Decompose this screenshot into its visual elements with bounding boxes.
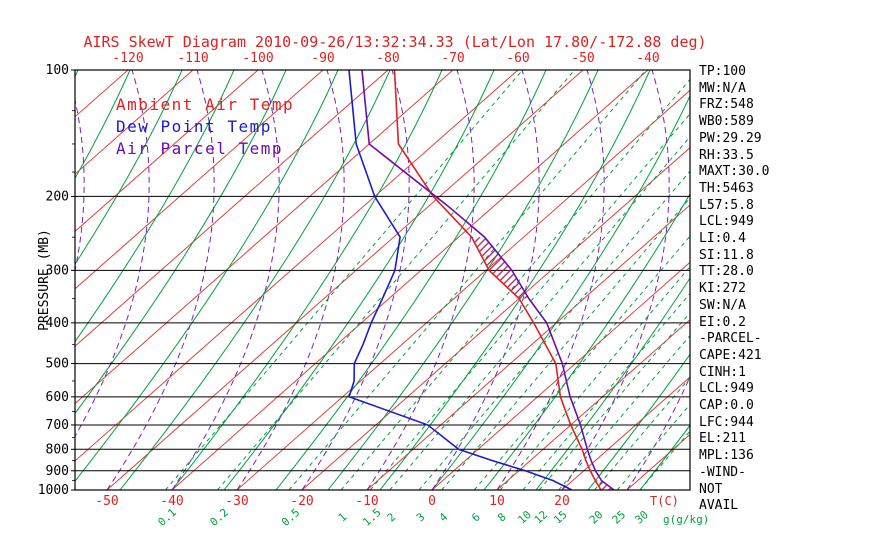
svg-text:3: 3 [414, 510, 428, 524]
svg-text:400: 400 [46, 316, 69, 331]
stats-line: LI:0.4 [699, 231, 746, 247]
svg-text:15: 15 [551, 508, 570, 527]
svg-text:2: 2 [385, 510, 399, 524]
svg-text:0.5: 0.5 [279, 506, 302, 529]
svg-text:600: 600 [46, 390, 69, 405]
svg-text:500: 500 [46, 357, 69, 372]
ambient-temp-curve [393, 70, 602, 490]
svg-text:900: 900 [46, 464, 69, 479]
svg-text:10: 10 [489, 494, 505, 509]
svg-text:20: 20 [554, 494, 570, 509]
stats-line: SI:11.8 [699, 247, 754, 263]
stats-line: L57:5.8 [699, 197, 754, 213]
stats-line: LCL:949 [699, 381, 754, 397]
pressure-tick-labels: 100 200 300 400 500 600 700 800 900 1000 [38, 63, 75, 498]
dew-point-curve [348, 70, 573, 490]
svg-text:30: 30 [632, 508, 651, 527]
top-temp-labels: -120 -110 -100 -90 -80 -70 -60 -50 -40 [112, 51, 659, 66]
mixing-ratio-lines [165, 70, 690, 490]
stats-line: MW:N/A [699, 80, 746, 96]
stats-line: TH:5463 [699, 180, 754, 196]
stats-line: WB0:589 [699, 114, 754, 130]
stats-line: EI:0.2 [699, 314, 746, 330]
stats-line: PW:29.29 [699, 130, 762, 146]
stats-line: TP:100 [699, 64, 746, 79]
svg-text:8: 8 [495, 510, 509, 524]
stats-line: KI:272 [699, 281, 746, 297]
svg-text:20: 20 [587, 508, 606, 527]
stats-line: CAP:0.0 [699, 398, 754, 414]
stats-line: CAPE:421 [699, 347, 762, 363]
svg-text:0.1: 0.1 [155, 506, 178, 529]
legend: Ambient Air Temp Dew Point Temp Air Parcel… [116, 95, 294, 158]
svg-text:4: 4 [437, 510, 451, 524]
chart-title: AIRS SkewT Diagram 2010-09-26/13:32:34.3… [83, 33, 707, 51]
stats-line: MAXT:30.0 [699, 164, 770, 180]
stats-line: CINH:1 [699, 364, 746, 380]
svg-text:-50: -50 [95, 494, 118, 509]
svg-text:-30: -30 [225, 494, 248, 509]
svg-text:1: 1 [336, 510, 350, 524]
svg-text:-50: -50 [571, 51, 594, 66]
stats-line: LCL:949 [699, 214, 754, 230]
svg-text:0.2: 0.2 [207, 506, 230, 529]
svg-text:6: 6 [469, 510, 483, 524]
stats-line: NOT [699, 481, 723, 497]
bottom-temp-labels: -50 -40 -30 -20 -10 0 10 20 [95, 494, 570, 509]
stats-panel: TP:100 MW:N/A FRZ:548 WB0:589 PW:29.29 RH:33.… [699, 64, 769, 515]
plot-background [75, 70, 690, 490]
stats-line: FRZ:548 [699, 97, 754, 113]
svg-text:-100: -100 [242, 51, 273, 66]
plot-frame [74, 69, 691, 491]
svg-text:0: 0 [428, 494, 436, 509]
stats-line: AVAIL [699, 498, 739, 514]
temp-unit-label: T(C) [650, 494, 679, 508]
legend-item-parcel: Air Parcel Temp [116, 139, 283, 158]
svg-text:-110: -110 [177, 51, 208, 66]
svg-text:-70: -70 [441, 51, 464, 66]
svg-text:1000: 1000 [38, 483, 69, 498]
svg-text:-90: -90 [311, 51, 334, 66]
parcel-temp-curve [361, 70, 615, 490]
stats-line: TT:28.0 [699, 264, 754, 280]
stats-line: EL:211 [699, 431, 746, 447]
svg-text:-10: -10 [355, 494, 378, 509]
cape-hatch-area [471, 237, 529, 299]
svg-text:-120: -120 [112, 51, 143, 66]
stats-line: -WIND- [699, 464, 746, 480]
stats-line: RH:33.5 [699, 147, 754, 163]
legend-item-dewpoint: Dew Point Temp [116, 117, 272, 136]
svg-text:-80: -80 [376, 51, 399, 66]
svg-text:25: 25 [610, 508, 629, 527]
svg-text:1.5: 1.5 [360, 506, 383, 529]
svg-text:-60: -60 [506, 51, 529, 66]
svg-text:100: 100 [46, 63, 69, 78]
stats-line: LFC:944 [699, 414, 754, 430]
pressure-gridlines [75, 70, 690, 490]
svg-text:-20: -20 [290, 494, 313, 509]
moist-adiabat-lines [75, 70, 690, 490]
svg-text:300: 300 [46, 263, 69, 278]
isotherm-lines [75, 70, 690, 490]
svg-text:-40: -40 [160, 494, 183, 509]
y-axis-title: PRESSURE (MB) [37, 229, 52, 331]
svg-text:700: 700 [46, 418, 69, 433]
stats-line: SW:N/A [699, 297, 746, 313]
svg-text:-40: -40 [636, 51, 659, 66]
stats-line: MPL:136 [699, 448, 754, 464]
svg-text:12: 12 [532, 508, 551, 527]
svg-text:200: 200 [46, 189, 69, 204]
legend-item-ambient: Ambient Air Temp [116, 95, 294, 114]
svg-text:800: 800 [46, 442, 69, 457]
stats-line: -PARCEL- [699, 331, 762, 347]
mixing-unit-label: g(g/kg) [663, 513, 709, 526]
